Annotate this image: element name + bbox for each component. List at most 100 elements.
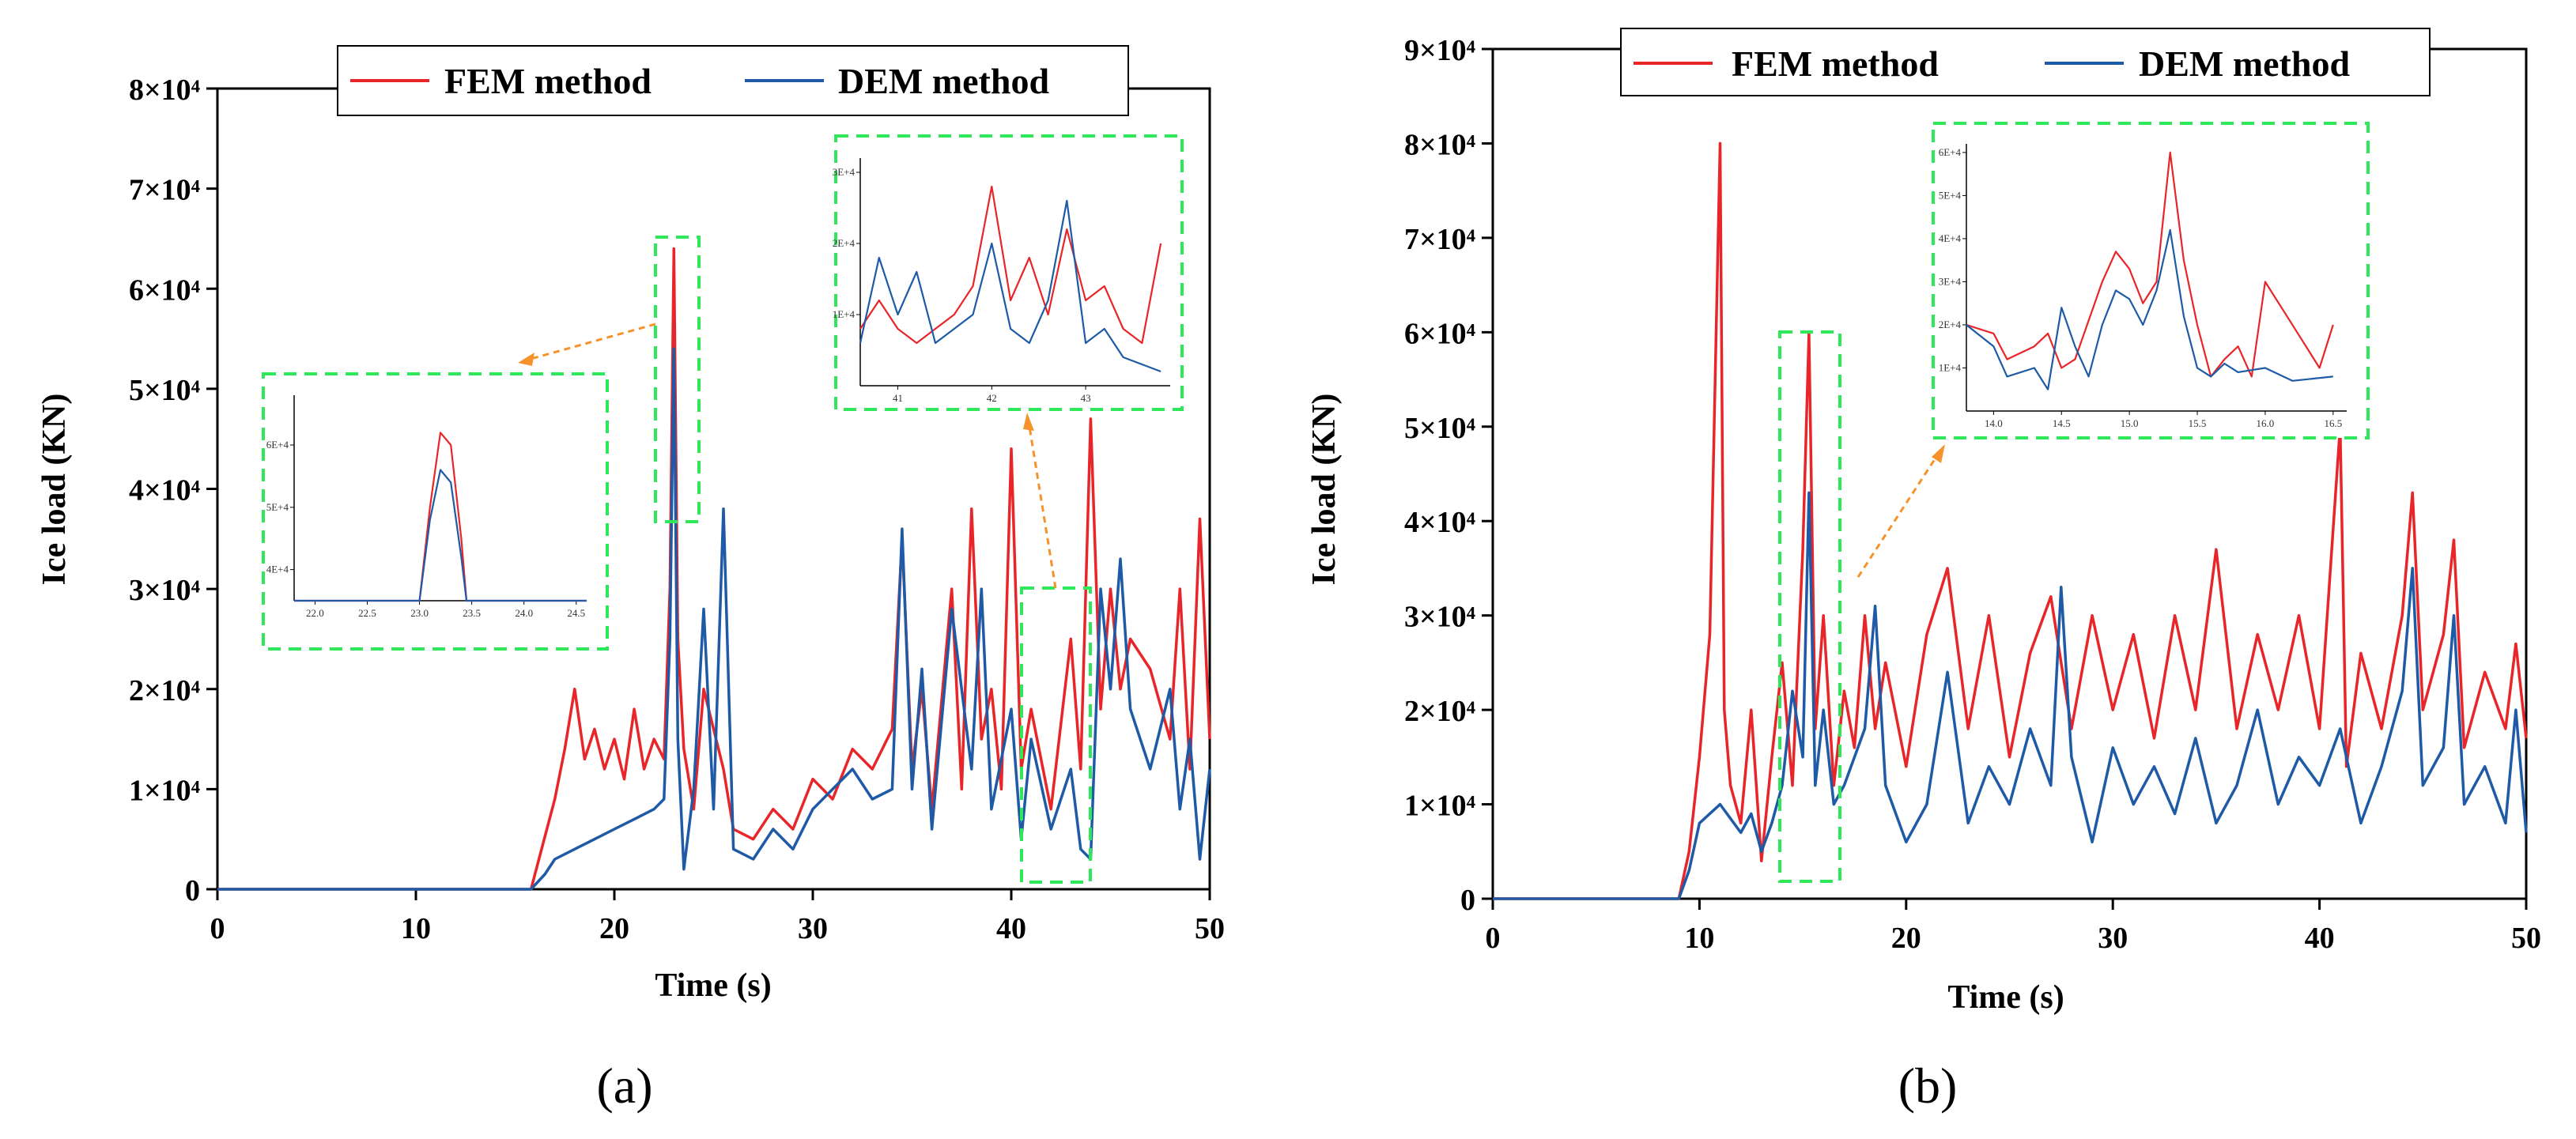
inset-a1-y-tick-label-0: 1E+4 bbox=[833, 308, 856, 320]
inset-b0-y-tick-label-1: 2E+4 bbox=[1939, 319, 1962, 330]
y-tick-label-b-5: 5×10⁴ bbox=[1404, 412, 1476, 445]
inset-b0-x-tick-label-2: 15.0 bbox=[2121, 417, 2139, 429]
panel-label-a: (a) bbox=[596, 1058, 652, 1114]
x-axis-title-b: Time (s) bbox=[1947, 979, 2064, 1016]
zoom-arrow-a2 bbox=[1028, 426, 1057, 589]
legend-box-a bbox=[337, 45, 1129, 116]
inset-a1-x-tick-label-2: 43 bbox=[1081, 392, 1091, 404]
inset-a1-x-tick-label-0: 41 bbox=[893, 392, 903, 404]
panel-label-b: (b) bbox=[1898, 1058, 1958, 1114]
legend-a: FEM method DEM method bbox=[337, 45, 1129, 116]
axis-ticks-a: 0 10 20 30 40 50 0 1×10⁴ 2×10⁴ 3×10⁴ 4×10⁴ 5×10⁴ 6×1… bbox=[129, 74, 1225, 945]
x-tick-label-a-0: 0 bbox=[210, 912, 225, 945]
inset-frame-a-peak bbox=[262, 372, 609, 651]
y-tick-label-b-8: 8×10⁴ bbox=[1404, 128, 1476, 161]
x-axis-title-a: Time (s) bbox=[655, 967, 771, 1004]
series-line-b-dem bbox=[1493, 491, 2528, 900]
zoom-arrowhead-a2 bbox=[1023, 413, 1034, 431]
x-tick-label-b-1: 10 bbox=[1684, 922, 1714, 955]
inset-b0-y-tick-label-3: 4E+4 bbox=[1939, 232, 1962, 244]
y-tick-label-b-4: 4×10⁴ bbox=[1404, 506, 1476, 539]
y-tick-label-b-6: 6×10⁴ bbox=[1404, 317, 1476, 350]
series-line-a-dem bbox=[217, 347, 1211, 891]
x-tick-label-a-3: 30 bbox=[798, 912, 828, 945]
zoom-arrowhead-b bbox=[1932, 444, 1945, 463]
y-tick-label-b-7: 7×10⁴ bbox=[1404, 223, 1476, 256]
inset-frame-b-peak bbox=[1932, 122, 2370, 439]
inset-a1-series-dem bbox=[859, 199, 1161, 373]
x-tick-label-b-2: 20 bbox=[1891, 922, 1921, 955]
x-tick-label-a-1: 10 bbox=[401, 912, 431, 945]
y-axis-title-b: Ice load (KN) bbox=[1306, 394, 1343, 586]
x-tick-label-b-0: 0 bbox=[1486, 922, 1501, 955]
y-tick-label-b-2: 2×10⁴ bbox=[1404, 695, 1476, 728]
x-tick-label-a-5: 50 bbox=[1195, 912, 1225, 945]
highlight-box-peak-b bbox=[1778, 330, 1841, 883]
inset-a0-y-tick-label-1: 5E+4 bbox=[266, 501, 289, 513]
inset-a0-x-tick-label-2: 23.0 bbox=[410, 607, 429, 619]
inset-a0-x-tick-label-3: 23.5 bbox=[463, 607, 481, 619]
series-group-b bbox=[1493, 141, 2528, 900]
y-tick-label-a-1: 1×10⁴ bbox=[129, 774, 201, 807]
inset-b0-x-tick-label-4: 16.0 bbox=[2257, 417, 2275, 429]
inset-a1-y-tick-label-1: 2E+4 bbox=[833, 237, 856, 249]
series-line-b-fem bbox=[1493, 141, 2528, 900]
inset-plot-a-peak: 22.0 22.5 23.0 23.5 24.0 24.5 4E+4 5E+4 6E+4 bbox=[266, 395, 587, 619]
y-tick-label-b-0: 0 bbox=[1460, 884, 1475, 917]
zoom-arrow-b bbox=[1856, 456, 1938, 578]
inset-plot-a-interval: 41 42 43 1E+4 2E+4 3E+4 bbox=[833, 158, 1170, 404]
x-tick-label-a-2: 20 bbox=[599, 912, 629, 945]
y-axis-title-a: Ice load (KN) bbox=[36, 394, 73, 586]
y-tick-label-b-9: 9×10⁴ bbox=[1404, 34, 1476, 67]
chart-panel-b: 0 10 20 30 40 50 0 1×10⁴ 2×10⁴ 3×10⁴ 4×10⁴ 5×10⁴ 6×1… bbox=[1306, 28, 2541, 1114]
series-line-a-fem bbox=[217, 247, 1211, 891]
legend-label-dem-a: DEM method bbox=[838, 61, 1049, 101]
inset-a0-y-tick-label-0: 4E+4 bbox=[266, 564, 289, 575]
inset-b0-series-fem bbox=[1966, 151, 2334, 378]
inset-b0-x-tick-label-0: 14.0 bbox=[1985, 417, 2003, 429]
inset-a1-y-tick-label-2: 3E+4 bbox=[833, 166, 856, 178]
series-group-a bbox=[217, 247, 1211, 891]
inset-a0-x-tick-label-5: 24.5 bbox=[567, 607, 585, 619]
y-tick-label-a-0: 0 bbox=[185, 874, 200, 907]
y-tick-label-a-6: 6×10⁴ bbox=[129, 273, 201, 307]
inset-b0-y-tick-label-0: 1E+4 bbox=[1939, 361, 1962, 373]
inset-a0-y-tick-label-2: 6E+4 bbox=[266, 439, 289, 451]
y-tick-label-a-5: 5×10⁴ bbox=[129, 374, 201, 407]
inset-a-interval: 41 42 43 1E+4 2E+4 3E+4 bbox=[833, 134, 1184, 411]
highlight-box-peak-a bbox=[654, 236, 701, 523]
y-tick-label-a-4: 4×10⁴ bbox=[129, 474, 201, 507]
x-tick-label-b-3: 30 bbox=[2098, 922, 2128, 955]
axis-ticks-b: 0 10 20 30 40 50 0 1×10⁴ 2×10⁴ 3×10⁴ 4×10⁴ 5×10⁴ 6×1… bbox=[1404, 34, 2541, 955]
chart-panel-a: 0 10 20 30 40 50 0 1×10⁴ 2×10⁴ 3×10⁴ 4×10⁴ 5×10⁴ 6×1… bbox=[36, 45, 1225, 1114]
legend-label-fem-b: FEM method bbox=[1732, 43, 1939, 84]
inset-b0-x-tick-label-3: 15.5 bbox=[2189, 417, 2207, 429]
inset-b0-x-tick-label-1: 14.5 bbox=[2053, 417, 2071, 429]
legend-label-fem-a: FEM method bbox=[444, 61, 652, 101]
inset-a0-x-tick-label-0: 22.0 bbox=[306, 607, 324, 619]
inset-a0-series-dem bbox=[294, 469, 587, 602]
y-tick-label-a-8: 8×10⁴ bbox=[129, 74, 201, 107]
y-tick-label-a-2: 2×10⁴ bbox=[129, 674, 201, 707]
inset-a0-x-tick-label-4: 24.0 bbox=[515, 607, 533, 619]
x-tick-label-a-4: 40 bbox=[996, 912, 1026, 945]
zoom-arrow-a1 bbox=[527, 322, 656, 361]
inset-b-peak: 14.0 14.5 15.0 15.5 16.0 16.5 1E+4 2E+4 3E+4 4E+4… bbox=[1932, 122, 2370, 439]
inset-a0-x-tick-label-1: 22.5 bbox=[358, 607, 376, 619]
legend-label-dem-b: DEM method bbox=[2139, 43, 2350, 84]
legend-box-b bbox=[1620, 28, 2431, 96]
inset-a1-x-tick-label-1: 42 bbox=[987, 392, 997, 404]
y-tick-label-b-1: 1×10⁴ bbox=[1404, 790, 1476, 823]
y-tick-label-b-3: 3×10⁴ bbox=[1404, 601, 1476, 634]
legend-b: FEM method DEM method bbox=[1620, 28, 2431, 96]
x-tick-label-b-4: 40 bbox=[2305, 922, 2335, 955]
inset-b0-y-tick-label-2: 3E+4 bbox=[1939, 275, 1962, 287]
highlight-box-interval-a bbox=[1020, 586, 1092, 884]
inset-a1-series-fem bbox=[859, 185, 1162, 345]
zoom-arrowhead-a1 bbox=[518, 353, 534, 366]
inset-a-peak: 22.0 22.5 23.0 23.5 24.0 24.5 4E+4 5E+4 6E+4 bbox=[262, 372, 609, 651]
inset-b0-y-tick-label-4: 5E+4 bbox=[1939, 189, 1962, 201]
inset-b0-x-tick-label-5: 16.5 bbox=[2324, 417, 2342, 429]
y-tick-label-a-7: 7×10⁴ bbox=[129, 174, 201, 207]
